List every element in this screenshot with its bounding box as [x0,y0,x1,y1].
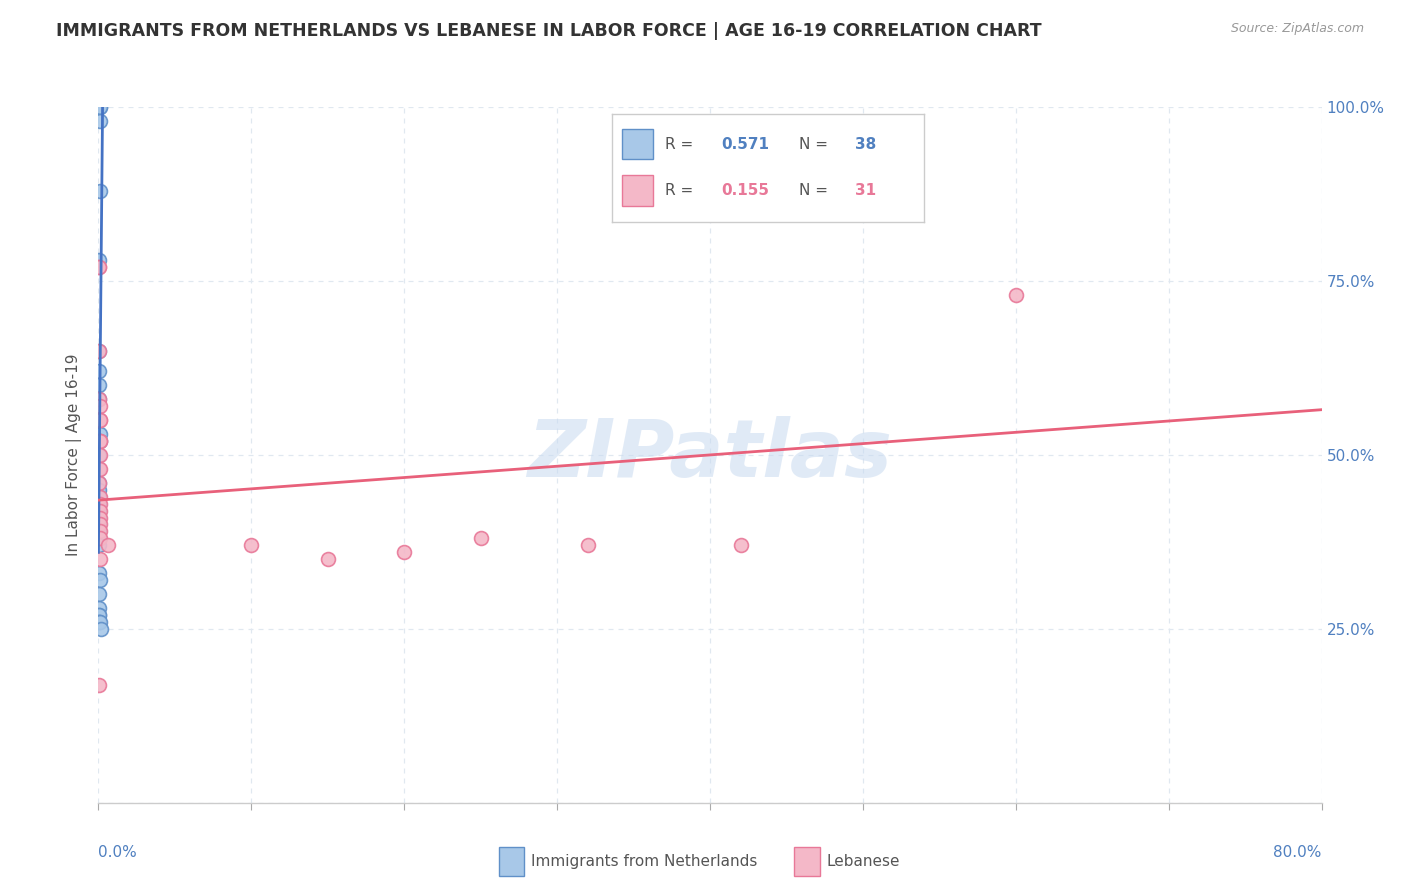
Point [89,434,111,448]
Point [89,260,111,274]
Point [87,343,110,358]
Point [89,434,111,448]
Point [240,538,263,552]
Point [89,475,111,490]
Point [87,260,110,274]
Point [90,622,112,636]
Point [87,538,110,552]
Point [316,552,339,566]
Point [89,615,111,629]
Point [87,100,110,114]
Point [89,184,111,198]
Point [89,448,111,462]
Point [89,462,111,476]
Point [87,378,110,392]
Point [89,524,111,539]
Point [89,573,111,587]
Text: Source: ZipAtlas.com: Source: ZipAtlas.com [1230,22,1364,36]
Text: Immigrants from Netherlands: Immigrants from Netherlands [531,855,758,869]
Y-axis label: In Labor Force | Age 16-19: In Labor Force | Age 16-19 [66,353,83,557]
Text: Lebanese: Lebanese [827,855,900,869]
Point [89,392,111,407]
Point [89,490,111,504]
Point [87,607,110,622]
Point [89,532,111,546]
Point [89,448,111,462]
Point [87,677,110,691]
Point [89,413,111,427]
Text: 80.0%: 80.0% [1274,845,1322,860]
Point [87,483,110,497]
Point [87,392,110,407]
Point [87,566,110,581]
Point [87,615,110,629]
Point [89,100,111,114]
Point [89,100,111,114]
Point [89,399,111,413]
Point [89,552,111,566]
Point [89,413,111,427]
Point [87,503,110,517]
Point [87,462,110,476]
Point [576,538,599,552]
Point [87,524,110,539]
Point [89,497,111,511]
Point [87,587,110,601]
Point [97,538,120,552]
Point [87,517,110,532]
Point [470,532,492,546]
Point [87,253,110,268]
Point [89,462,111,476]
Point [89,114,111,128]
Point [89,503,111,517]
Point [89,413,111,427]
Point [89,427,111,442]
Point [89,100,111,114]
Point [87,343,110,358]
Point [87,532,110,546]
Point [89,517,111,532]
Point [87,490,110,504]
Point [89,413,111,427]
Text: ZIPatlas: ZIPatlas [527,416,893,494]
Point [89,615,111,629]
Point [87,475,110,490]
Point [87,497,110,511]
Point [87,364,110,378]
Point [87,601,110,615]
Point [89,510,111,524]
Point [89,434,111,448]
Point [87,607,110,622]
Text: 0.0%: 0.0% [98,845,138,860]
Point [730,538,752,552]
Point [1004,288,1026,302]
Point [87,510,110,524]
Point [87,503,110,517]
Point [392,545,416,559]
Point [89,490,111,504]
Text: IMMIGRANTS FROM NETHERLANDS VS LEBANESE IN LABOR FORCE | AGE 16-19 CORRELATION C: IMMIGRANTS FROM NETHERLANDS VS LEBANESE … [56,22,1042,40]
